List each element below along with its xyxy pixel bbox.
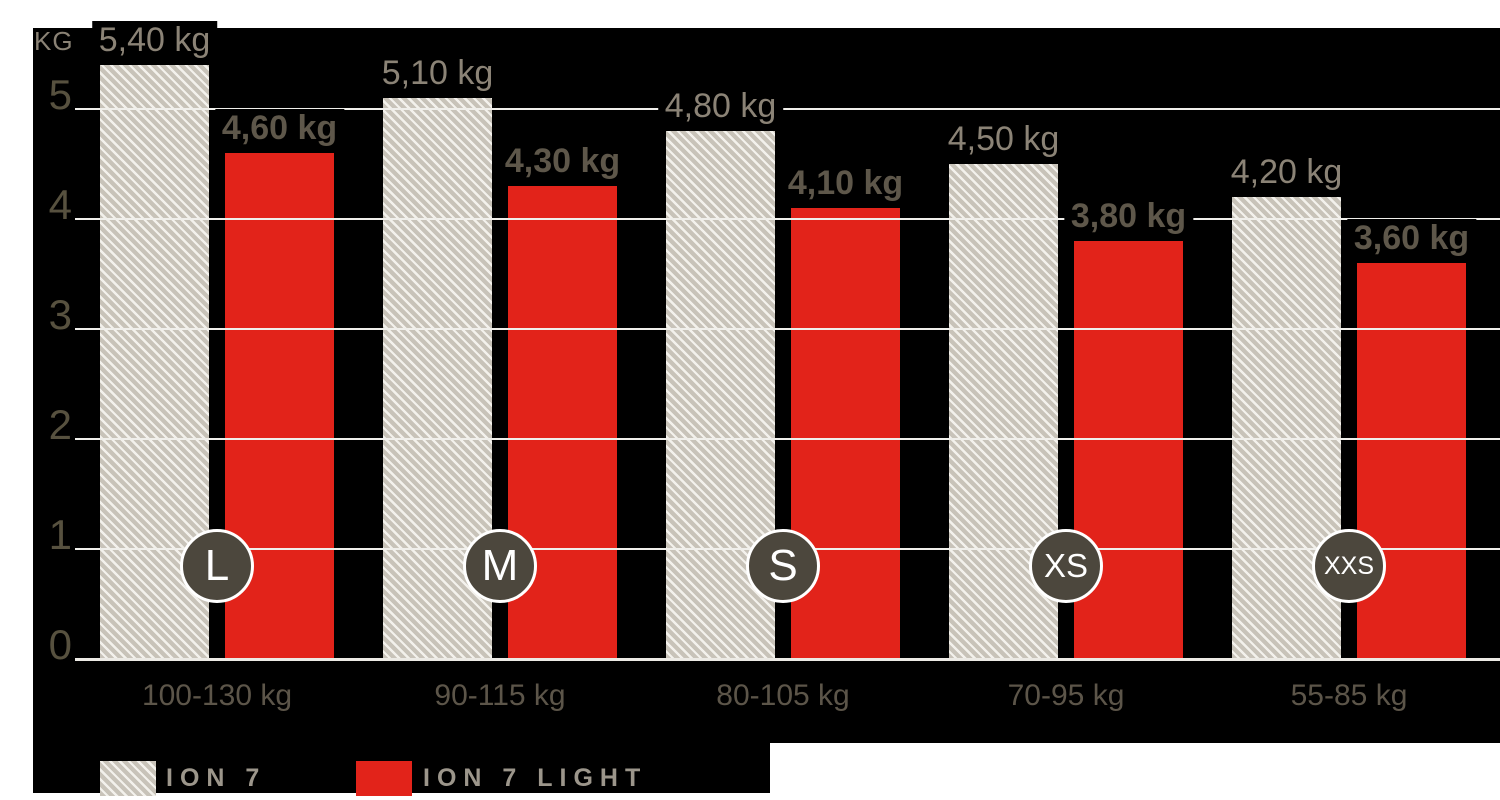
value-label-ion7-M: 5,10 kg [374, 54, 501, 92]
size-badge-xxs: XXS [1312, 529, 1386, 603]
value-label-ion7-light-XXS: 3,60 kg [1346, 219, 1477, 257]
bar-ion7-light-XS [1074, 241, 1183, 659]
legend-swatch-ion7 [100, 761, 156, 796]
value-label-ion7-L: 5,40 kg [91, 21, 218, 59]
value-label-ion7-light-M: 4,30 kg [497, 142, 628, 180]
value-label-ion7-light-L: 4,60 kg [214, 109, 345, 147]
y-tick-5: 5 [48, 71, 72, 118]
gridline-3 [75, 328, 1500, 330]
size-badge-xs: XS [1029, 529, 1103, 603]
size-badge-l: L [180, 529, 254, 603]
y-tick-2: 2 [48, 401, 72, 448]
y-tick-0: 0 [48, 621, 72, 668]
legend-label-ion7: ION 7 [166, 764, 267, 792]
category-label-5: 55-85 kg [1290, 679, 1408, 712]
value-label-ion7-S: 4,80 kg [657, 87, 784, 125]
gridline-4 [75, 218, 1500, 220]
size-badge-s: S [746, 529, 820, 603]
y-tick-3: 3 [48, 291, 72, 338]
category-label-1: 100-130 kg [141, 679, 293, 712]
gridline-2 [75, 438, 1500, 440]
y-tick-4: 4 [48, 181, 72, 228]
legend-swatch-ion7-light [356, 761, 412, 796]
x-axis-line [75, 658, 1500, 661]
value-label-ion7-XXS: 4,20 kg [1223, 153, 1350, 191]
value-label-ion7-light-XS: 3,80 kg [1063, 197, 1194, 235]
size-badge-m: M [463, 529, 537, 603]
category-label-4: 70-95 kg [1007, 679, 1125, 712]
value-label-ion7-light-S: 4,10 kg [780, 164, 911, 202]
bar-ion7-light-XXS [1357, 263, 1466, 659]
y-axis-unit-label: KG [34, 26, 74, 56]
category-label-3: 80-105 kg [716, 679, 850, 712]
legend-label-ion7-light: ION 7 LIGHT [423, 764, 648, 792]
y-tick-1: 1 [48, 511, 72, 558]
category-label-2: 90-115 kg [434, 679, 566, 712]
value-label-ion7-XS: 4,50 kg [940, 120, 1067, 158]
gridline-5 [75, 108, 1500, 110]
